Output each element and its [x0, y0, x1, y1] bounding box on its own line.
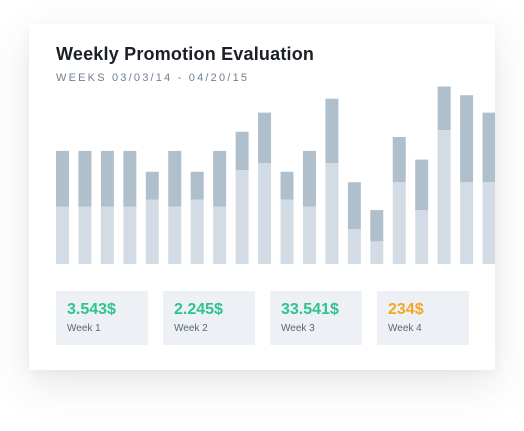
stat-card-week-2: 2.245$ Week 2 — [163, 291, 255, 345]
chart-subtitle: WEEKS 03/03/14 - 04/20/15 — [56, 72, 250, 84]
stat-card-week-3: 33.541$ Week 3 — [270, 291, 362, 345]
bar-segment-upper — [213, 150, 227, 207]
stat-value: 3.543$ — [67, 301, 116, 318]
bar-segment-lower — [280, 199, 294, 264]
bar-segment-upper — [258, 112, 272, 164]
bar-segment-lower — [258, 163, 272, 264]
stat-label: Week 3 — [281, 323, 315, 334]
stat-value: 234$ — [388, 301, 424, 318]
bar-segment-lower — [123, 206, 137, 264]
bar-segment-upper — [460, 95, 474, 183]
bar-segment-upper — [100, 150, 114, 207]
bar-segment-upper — [482, 112, 495, 183]
bar-segment-upper — [123, 150, 137, 207]
bar-segment-lower — [370, 241, 384, 264]
stat-label: Week 1 — [67, 323, 101, 334]
bar-segment-upper — [280, 171, 294, 200]
bar-segment-upper — [437, 86, 451, 131]
stat-label: Week 2 — [174, 323, 208, 334]
bar-segment-upper — [145, 171, 159, 200]
bar-segment-upper — [325, 98, 339, 164]
bar-segment-lower — [213, 206, 227, 264]
bar-segment-lower — [78, 206, 92, 264]
stat-card-week-4: 234$ Week 4 — [377, 291, 469, 345]
bar-segment-upper — [415, 159, 429, 211]
bar-segment-lower — [460, 182, 474, 264]
bar-segment-lower — [145, 199, 159, 264]
bar-segment-upper — [190, 171, 204, 200]
chart-card: Weekly Promotion Evaluation WEEKS 03/03/… — [29, 24, 495, 370]
bar-segment-upper — [370, 210, 384, 242]
bar-segment-lower — [392, 182, 406, 264]
bar-segment-lower — [168, 206, 182, 264]
bar-segment-lower — [56, 206, 69, 264]
stat-value: 33.541$ — [281, 301, 339, 318]
bar-segment-upper — [235, 131, 249, 171]
bar-segment-lower — [302, 206, 316, 264]
stat-value: 2.245$ — [174, 301, 223, 318]
bar-segment-lower — [325, 163, 339, 264]
bar-segment-upper — [347, 182, 361, 230]
bar-chart — [56, 86, 495, 264]
bar-segment-upper — [392, 136, 406, 183]
bar-segment-lower — [482, 182, 495, 264]
bar-segment-lower — [437, 130, 451, 264]
bar-segment-upper — [78, 150, 92, 207]
stat-label: Week 4 — [388, 323, 422, 334]
bar-segment-upper — [56, 150, 69, 207]
bar-segment-lower — [235, 170, 249, 264]
bar-segment-upper — [302, 150, 316, 207]
bar-segment-lower — [190, 199, 204, 264]
bar-segment-lower — [347, 229, 361, 264]
bar-segment-lower — [415, 210, 429, 264]
chart-title: Weekly Promotion Evaluation — [56, 44, 315, 64]
bar-segment-lower — [100, 206, 114, 264]
bar-segment-upper — [168, 150, 182, 207]
stat-card-week-1: 3.543$ Week 1 — [56, 291, 148, 345]
